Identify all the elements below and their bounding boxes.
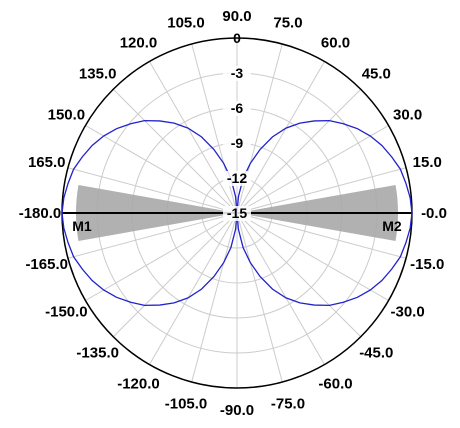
series-lines bbox=[61, 119, 413, 307]
angle-tick-label: -15.0 bbox=[410, 256, 444, 273]
radial-tick-label: -9 bbox=[231, 135, 244, 151]
angle-grid-spoke bbox=[236, 212, 283, 383]
radial-label-bg bbox=[223, 101, 251, 116]
angle-tick-label: -60.0 bbox=[318, 376, 352, 393]
angle-grid-spoke bbox=[85, 125, 238, 214]
marker-label: M1 bbox=[72, 218, 92, 234]
angle-tick-label: -45.0 bbox=[359, 344, 393, 361]
angle-grid-spoke bbox=[67, 212, 238, 259]
angle-tick-label: -75.0 bbox=[271, 395, 305, 412]
radial-tick-label: -12 bbox=[227, 170, 247, 186]
series-line bbox=[61, 119, 413, 307]
radial-tick-label: -3 bbox=[231, 65, 244, 81]
radial-tick-labels: 0 -3 -6 -9 -12 -15 bbox=[223, 30, 251, 221]
angle-tick-label: 30.0 bbox=[393, 107, 422, 124]
angle-grid-spoke bbox=[149, 212, 238, 365]
angle-grid-spoke bbox=[236, 61, 325, 214]
angle-grid-spoke bbox=[236, 125, 389, 214]
radial-label-bg bbox=[223, 136, 251, 151]
angle-grid-spoke bbox=[236, 167, 407, 214]
angle-tick-label: -135.0 bbox=[76, 344, 119, 361]
radial-tick-label: -6 bbox=[231, 100, 244, 116]
angle-tick-label: -150.0 bbox=[45, 304, 88, 321]
radial-label-bg bbox=[223, 66, 251, 81]
angle-tick-label: 120.0 bbox=[120, 34, 158, 51]
angle-grid-spoke bbox=[112, 88, 238, 214]
angle-tick-label: -90.0 bbox=[220, 402, 254, 419]
angle-tick-label: -165.0 bbox=[25, 256, 68, 273]
angle-grid-spoke bbox=[191, 212, 238, 383]
angle-grid-spoke bbox=[236, 88, 362, 214]
angle-tick-label: 135.0 bbox=[79, 66, 117, 83]
angle-tick-label: 150.0 bbox=[48, 107, 86, 124]
marker-label: M2 bbox=[382, 218, 402, 234]
angle-tick-label: -180.0 bbox=[19, 205, 62, 222]
angle-tick-label: -0.0 bbox=[421, 205, 447, 222]
radial-label-bg bbox=[223, 171, 251, 186]
angle-tick-label: 45.0 bbox=[362, 66, 391, 83]
angle-grid-spoke bbox=[236, 212, 407, 259]
radial-tick-label: 0 bbox=[233, 30, 241, 46]
angle-grid-spoke bbox=[67, 167, 238, 214]
angle-tick-label: 105.0 bbox=[167, 15, 205, 32]
angle-tick-label: 60.0 bbox=[321, 34, 350, 51]
angle-grid-spoke bbox=[149, 61, 238, 214]
angle-tick-label: -30.0 bbox=[391, 304, 425, 321]
angle-grid-spoke bbox=[236, 212, 362, 338]
marker-labels: M1 M2 bbox=[72, 218, 402, 234]
angle-tick-label: 90.0 bbox=[222, 8, 251, 25]
radial-label-bg bbox=[223, 206, 251, 221]
angle-grid-spoke bbox=[236, 212, 325, 365]
angle-tick-label: -105.0 bbox=[165, 395, 208, 412]
angle-tick-label: 15.0 bbox=[413, 154, 442, 171]
angle-grid-spoke bbox=[85, 212, 238, 301]
radial-tick-label: -15 bbox=[227, 205, 247, 221]
angle-tick-label: 75.0 bbox=[273, 15, 302, 32]
angle-grid-spoke bbox=[112, 212, 238, 338]
angle-tick-label: -120.0 bbox=[117, 376, 160, 393]
angle-grid-spoke bbox=[236, 212, 389, 301]
angle-tick-label: 165.0 bbox=[28, 154, 66, 171]
